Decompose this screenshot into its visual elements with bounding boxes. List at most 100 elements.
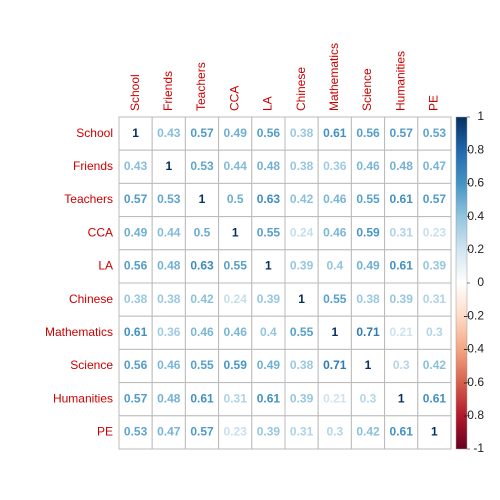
cell-value: 0.55 <box>356 192 380 206</box>
cell <box>284 149 319 184</box>
cell-value: 0.4 <box>326 259 343 273</box>
column-label: PE <box>427 95 441 111</box>
cell-value: 0.49 <box>356 259 380 273</box>
cell <box>417 149 452 184</box>
cell-value: 1 <box>398 391 405 405</box>
cell-value: 0.46 <box>323 192 347 206</box>
cell-value: 0.56 <box>124 259 148 273</box>
cell <box>350 282 386 317</box>
cell <box>118 182 153 218</box>
colorbar-tick-label: 1 <box>477 109 484 123</box>
cell-value: 0.46 <box>323 225 347 239</box>
cell <box>384 249 419 284</box>
cell <box>151 315 186 350</box>
cell-value: 1 <box>331 325 338 339</box>
cell <box>417 282 452 317</box>
row-label: Mathematics <box>45 325 113 339</box>
row-label: Science <box>70 358 113 372</box>
cell <box>218 315 253 350</box>
cell <box>184 415 220 450</box>
cell-value: 1 <box>265 259 272 273</box>
cell <box>384 216 419 251</box>
cell-value: 0.31 <box>290 425 314 439</box>
cell <box>417 216 452 251</box>
colorbar-tick-label: -0.8 <box>463 408 484 422</box>
cell-value: 0.38 <box>356 292 380 306</box>
cell <box>417 182 452 218</box>
cell-value: 0.46 <box>157 358 181 372</box>
cell <box>251 282 286 317</box>
cell <box>384 415 419 450</box>
cell-value: 0.57 <box>124 192 148 206</box>
column-label: School <box>128 74 142 111</box>
cell <box>151 348 186 384</box>
row-label: CCA <box>88 225 113 239</box>
cell-value: 0.61 <box>257 391 281 405</box>
cell-value: 0.53 <box>190 159 214 173</box>
cell-value: 0.61 <box>390 192 414 206</box>
column-label: Humanities <box>393 51 407 111</box>
row-label: Chinese <box>69 292 113 306</box>
cell-value: 0.63 <box>190 259 214 273</box>
cell <box>350 149 386 184</box>
cell-value: 0.21 <box>390 325 414 339</box>
cell-value: 0.23 <box>224 425 248 439</box>
cell-value: 0.31 <box>390 225 414 239</box>
cell <box>218 282 253 317</box>
cell-value: 0.57 <box>124 391 148 405</box>
cell-value: 0.61 <box>124 325 148 339</box>
cell-value: 0.61 <box>390 259 414 273</box>
cell-value: 1 <box>431 425 438 439</box>
cell-value: 0.59 <box>356 225 380 239</box>
colorbar-tick-label: -0.4 <box>463 342 484 356</box>
cell-value: 0.61 <box>390 425 414 439</box>
cell-value: 0.39 <box>423 259 447 273</box>
colorbar-tick-label: -0.6 <box>463 375 484 389</box>
cell-value: 1 <box>199 192 206 206</box>
cell-value: 0.38 <box>157 292 181 306</box>
cell-value: 1 <box>132 126 139 140</box>
cell-value: 0.39 <box>290 391 314 405</box>
cell-value: 0.55 <box>257 225 281 239</box>
cell <box>151 149 186 184</box>
colorbar-tick-label: 0.8 <box>467 142 484 156</box>
cell <box>284 382 319 417</box>
colorbar-tick-label: 0.4 <box>467 209 484 223</box>
row-label: LA <box>98 259 113 273</box>
cell <box>417 116 452 151</box>
cell-value: 0.3 <box>426 325 443 339</box>
cell <box>151 415 186 450</box>
cell <box>151 116 186 151</box>
cell <box>350 116 386 151</box>
cell-value: 0.61 <box>423 391 447 405</box>
cell-value: 0.55 <box>323 292 347 306</box>
cell <box>251 149 286 184</box>
cell <box>118 116 153 151</box>
row-label: School <box>76 126 113 140</box>
row-label: Friends <box>73 159 113 173</box>
cell-value: 0.49 <box>124 225 148 239</box>
cell <box>417 415 452 450</box>
cell-value: 0.43 <box>157 126 181 140</box>
cell <box>284 282 319 317</box>
cell <box>384 149 419 184</box>
cell-value: 0.4 <box>260 325 277 339</box>
cell <box>184 315 220 350</box>
cell-value: 0.55 <box>290 325 314 339</box>
cell-value: 0.55 <box>224 259 248 273</box>
cell-value: 1 <box>298 292 305 306</box>
cell-value: 0.57 <box>390 126 414 140</box>
cell-value: 0.61 <box>190 391 214 405</box>
cell <box>251 315 286 350</box>
cell <box>218 182 253 218</box>
cell <box>184 116 220 151</box>
cell-value: 0.71 <box>323 358 347 372</box>
cell <box>118 249 153 284</box>
column-label: Mathematics <box>327 43 341 111</box>
cell <box>184 249 220 284</box>
column-label: LA <box>261 96 275 111</box>
cell <box>417 348 452 384</box>
column-label: Friends <box>161 71 175 111</box>
cell-value: 1 <box>365 358 372 372</box>
cell <box>151 282 186 317</box>
